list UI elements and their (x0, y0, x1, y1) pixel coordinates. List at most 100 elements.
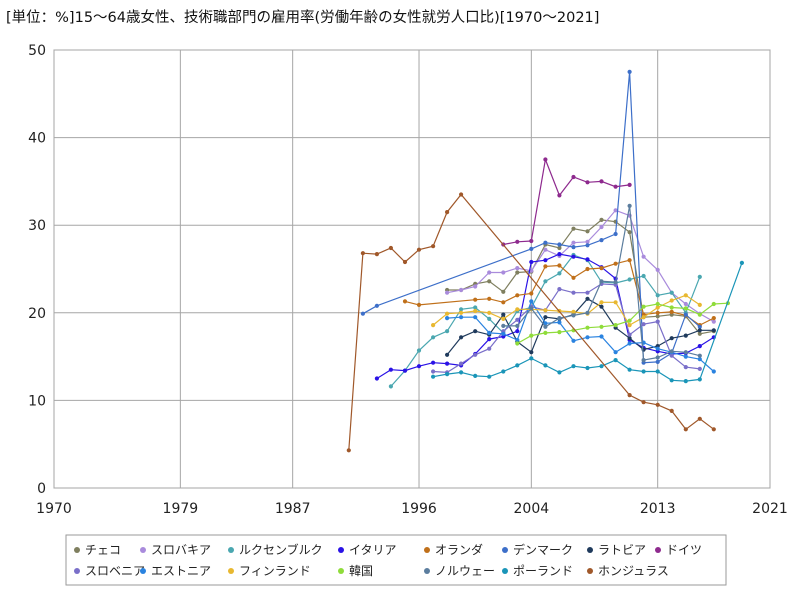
data-point (641, 315, 646, 320)
data-point (697, 344, 702, 349)
data-point (669, 378, 674, 383)
data-point (585, 243, 590, 248)
data-point (529, 306, 534, 311)
data-point (683, 306, 688, 311)
legend-marker (587, 547, 593, 553)
legend-marker (140, 547, 146, 553)
data-point (627, 182, 632, 187)
x-tick-label: 1970 (36, 501, 72, 517)
data-point (501, 323, 506, 328)
legend-label: デンマーク (513, 542, 573, 557)
plot-frame (53, 49, 771, 489)
data-point (473, 297, 478, 302)
data-point (641, 322, 646, 327)
data-point (445, 316, 450, 321)
data-point (627, 393, 632, 398)
data-point (473, 373, 478, 378)
y-tick-label: 10 (28, 393, 46, 409)
y-tick-label: 0 (37, 481, 46, 497)
data-point (655, 346, 660, 351)
legend-item: オランダ (424, 542, 483, 557)
data-point (402, 299, 408, 304)
data-point (683, 333, 688, 338)
data-point (627, 258, 632, 263)
data-point (416, 247, 422, 252)
data-point (655, 319, 660, 324)
data-point (599, 179, 604, 184)
data-point (459, 315, 464, 320)
data-point (515, 293, 520, 298)
data-point (571, 245, 576, 250)
data-point (655, 305, 660, 310)
legend-marker (140, 568, 146, 574)
data-point (627, 332, 632, 337)
data-point (487, 374, 492, 379)
data-point (655, 402, 660, 407)
data-point (655, 355, 660, 360)
data-point (669, 290, 674, 295)
series-4 (402, 258, 716, 328)
data-point (501, 316, 506, 321)
data-point (431, 323, 436, 328)
x-tick-label: 2004 (514, 501, 550, 517)
data-point (669, 309, 674, 314)
series-14 (346, 192, 716, 453)
data-point (613, 184, 618, 189)
data-point (697, 274, 702, 279)
data-point (487, 346, 492, 351)
legend-item: フィンランド (228, 564, 311, 578)
data-point (683, 365, 688, 370)
legend-item: ラトビア (587, 543, 646, 557)
data-point (571, 290, 576, 295)
series-line (447, 219, 714, 335)
data-point (655, 359, 660, 364)
data-point (641, 273, 646, 279)
data-point (655, 301, 660, 307)
data-point (599, 217, 604, 222)
legend-label: フィンランド (239, 564, 311, 578)
legend-label: スロベニア (85, 564, 145, 578)
data-point (445, 352, 450, 357)
legend-label: エストニア (151, 564, 211, 578)
data-point (613, 208, 618, 213)
data-point (431, 360, 436, 365)
data-point (487, 296, 492, 301)
data-point (515, 239, 520, 244)
data-point (557, 252, 562, 257)
data-point (599, 224, 604, 230)
data-point (388, 367, 393, 372)
data-point (571, 309, 576, 314)
data-point (515, 317, 520, 322)
legend-label: ルクセンブルク (239, 542, 323, 557)
data-point (445, 329, 450, 334)
data-point (557, 271, 562, 276)
data-point (655, 293, 660, 298)
data-point (627, 336, 632, 341)
legend-item: デンマーク (502, 542, 573, 557)
data-point (473, 315, 478, 320)
data-point (669, 298, 674, 303)
data-point (374, 303, 379, 308)
data-point (585, 335, 590, 340)
legend-label: オランダ (435, 542, 483, 557)
data-point (571, 338, 576, 343)
legend-marker (74, 547, 80, 553)
legend-box (65, 534, 727, 586)
series-8 (431, 281, 702, 375)
data-point (585, 180, 590, 185)
data-point (473, 329, 478, 334)
data-point (571, 275, 576, 280)
data-point (431, 335, 436, 340)
data-point (697, 377, 702, 382)
data-point (501, 300, 506, 305)
y-tick-label: 50 (28, 43, 46, 59)
data-point (627, 203, 632, 208)
series-6 (445, 296, 716, 357)
legend-marker (655, 547, 661, 553)
series-line (404, 259, 715, 326)
data-point (599, 300, 604, 305)
data-point (543, 240, 548, 245)
data-point (655, 314, 660, 319)
legend-item: スロベニア (74, 564, 145, 578)
data-point (655, 369, 660, 374)
